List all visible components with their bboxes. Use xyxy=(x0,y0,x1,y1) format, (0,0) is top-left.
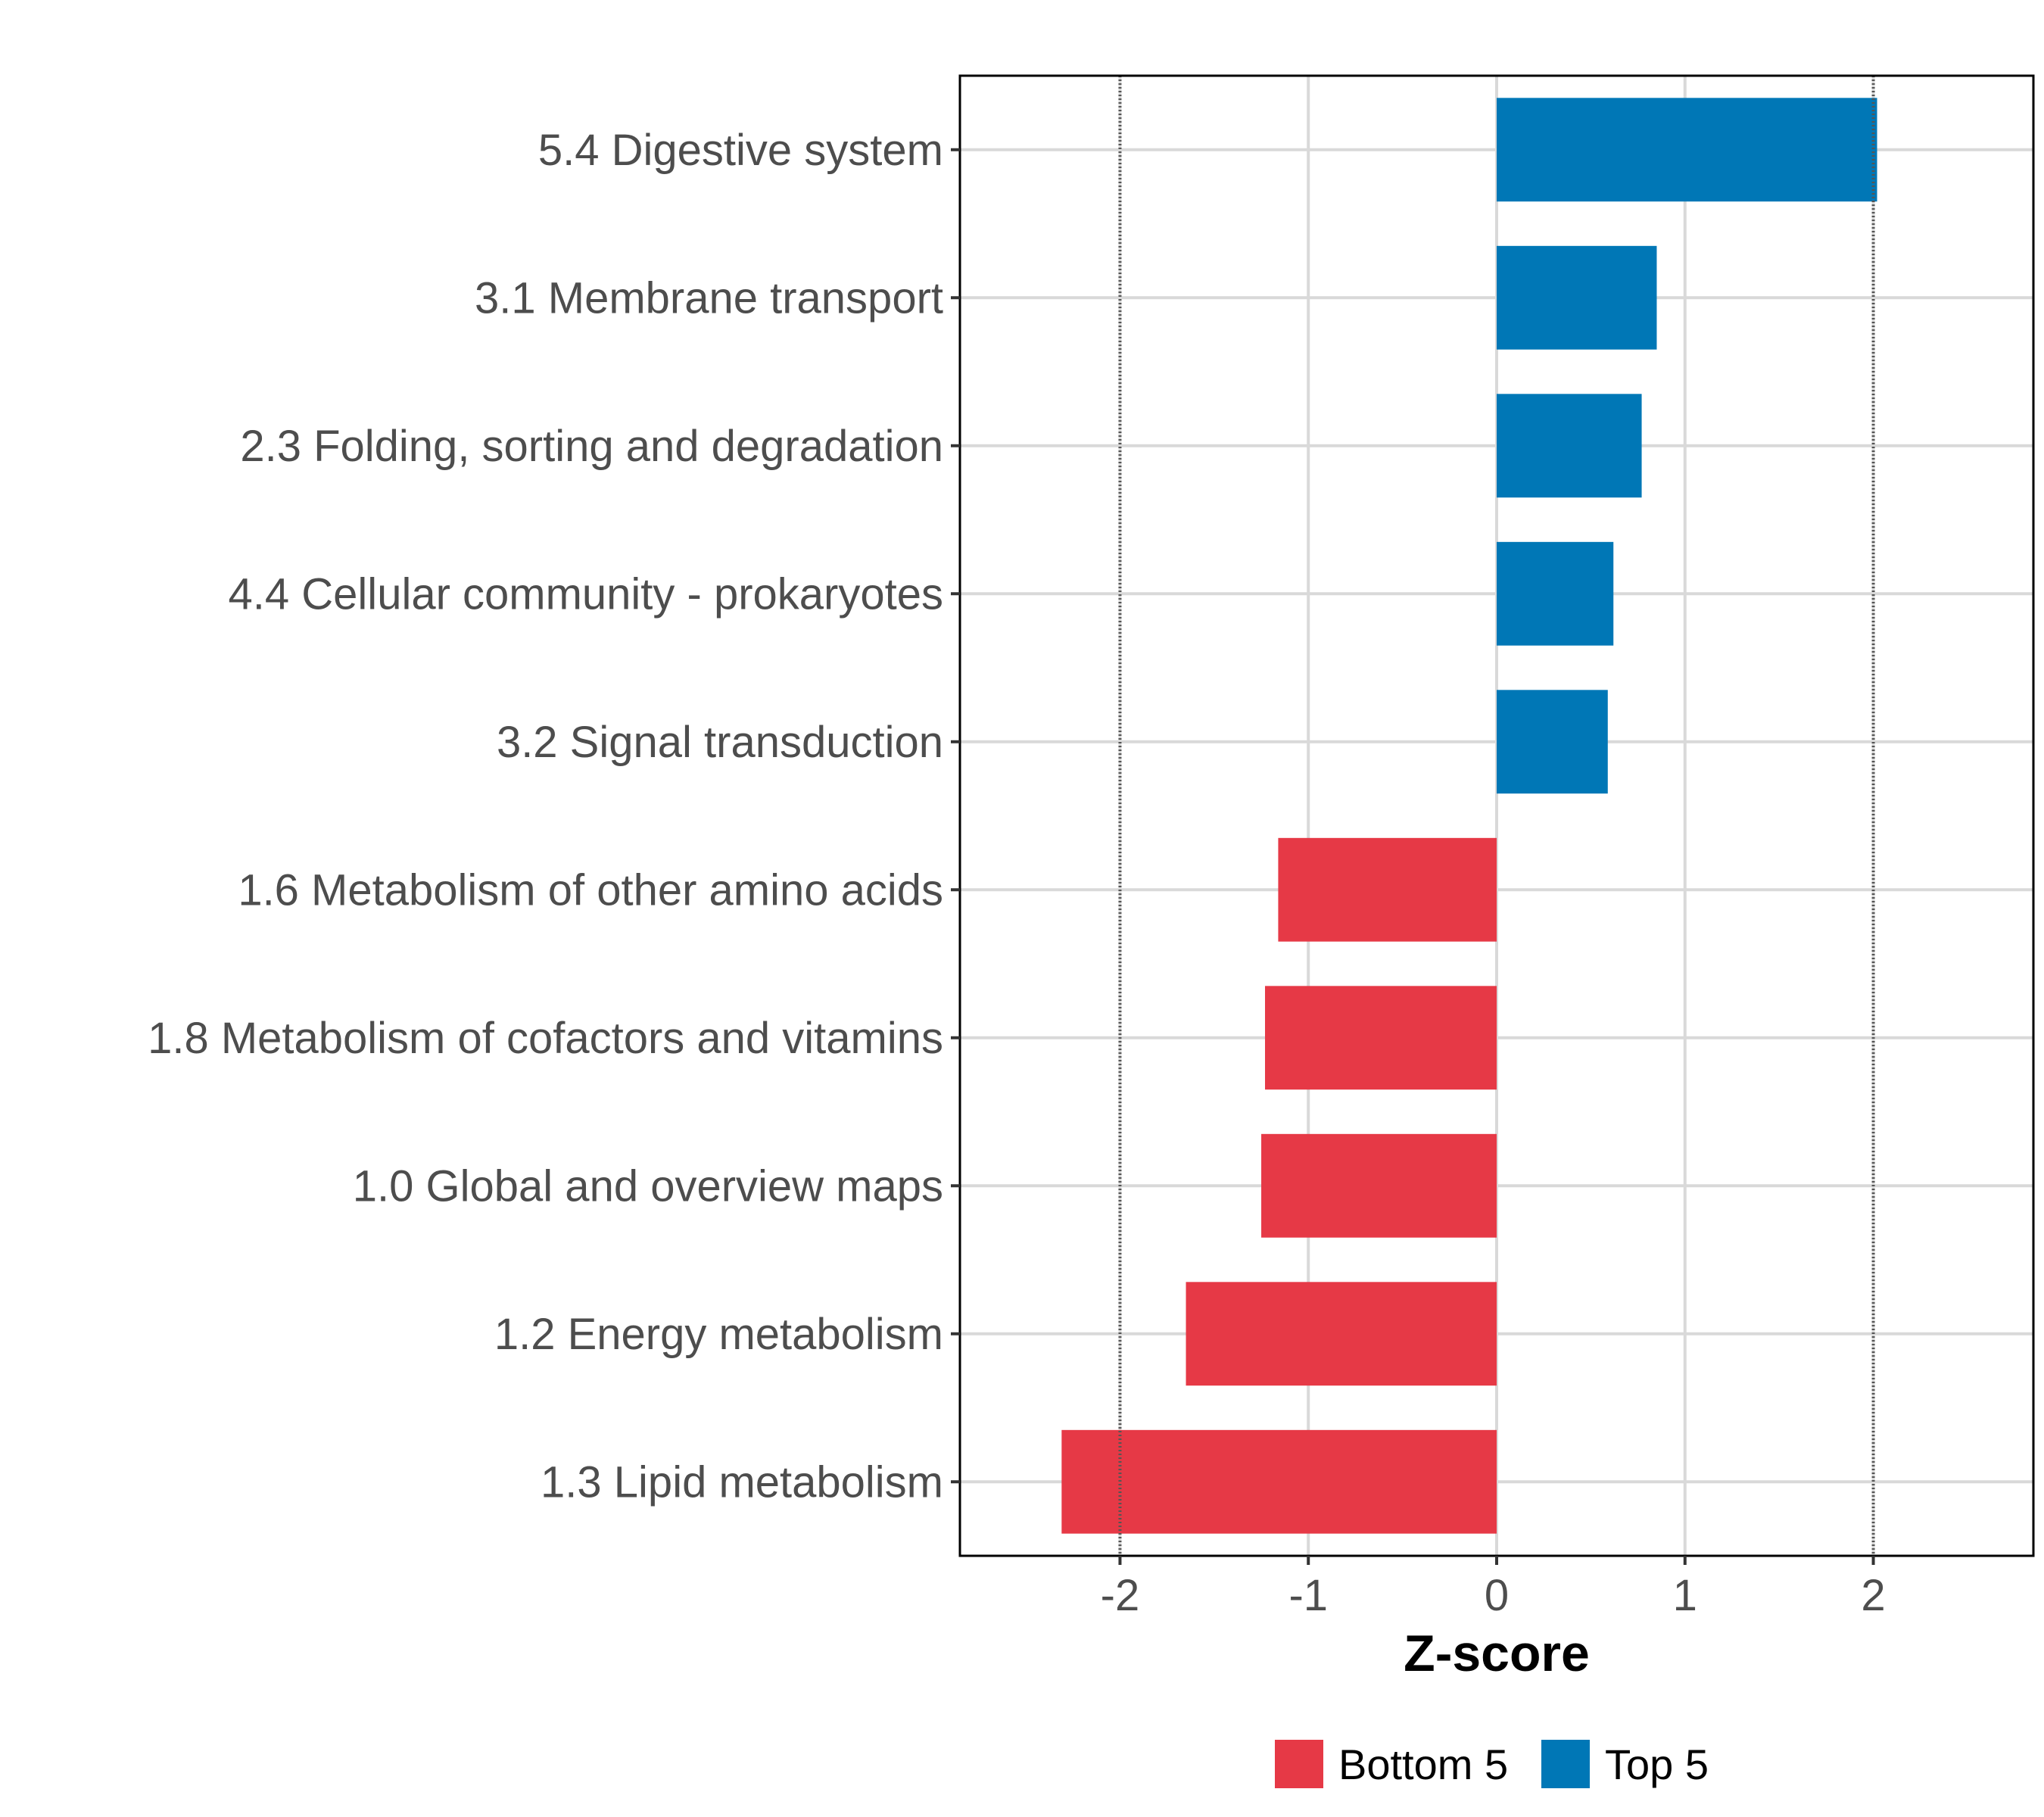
reference-line-layer xyxy=(1118,76,1875,1556)
category-label: 1.0 Global and overview maps xyxy=(353,1161,943,1211)
bar-layer xyxy=(1061,98,1877,1534)
category-label: 3.2 Signal transduction xyxy=(497,718,943,767)
bar xyxy=(1497,690,1608,794)
legend-swatch xyxy=(1275,1740,1323,1788)
bar xyxy=(1497,245,1657,350)
category-label: 4.4 Cellular community - prokaryotes xyxy=(229,569,943,619)
x-tick-label: 0 xyxy=(1485,1571,1509,1620)
bar xyxy=(1265,986,1497,1090)
bar xyxy=(1261,1133,1497,1238)
category-label: 1.2 Energy metabolism xyxy=(494,1310,943,1359)
x-tick-label: -2 xyxy=(1101,1571,1140,1620)
category-label: 1.8 Metabolism of cofactors and vitamins xyxy=(148,1014,943,1063)
y-axis: 5.4 Digestive system 3.1 Membrane transpo… xyxy=(148,126,960,1507)
bar xyxy=(1497,394,1642,498)
legend: Bottom 5 Top 5 xyxy=(1275,1740,1709,1788)
x-axis: -2 -1 0 1 2 xyxy=(1101,1556,1886,1620)
category-label: 1.6 Metabolism of other amino acids xyxy=(238,865,943,915)
legend-swatch xyxy=(1541,1740,1590,1788)
legend-label: Bottom 5 xyxy=(1338,1741,1508,1788)
category-label: 5.4 Digestive system xyxy=(538,126,943,175)
x-tick-label: 2 xyxy=(1861,1571,1885,1620)
bar xyxy=(1186,1282,1497,1386)
bar xyxy=(1497,98,1877,202)
x-tick-label: -1 xyxy=(1288,1571,1328,1620)
legend-label: Top 5 xyxy=(1605,1741,1709,1788)
bar xyxy=(1278,837,1497,942)
category-label: 3.1 Membrane transport xyxy=(475,273,943,323)
bar xyxy=(1497,541,1614,646)
x-axis-title: Z-score xyxy=(1404,1625,1590,1682)
category-label: 1.3 Lipid metabolism xyxy=(541,1457,943,1507)
x-tick-label: 1 xyxy=(1673,1571,1697,1620)
category-label: 2.3 Folding, sorting and degradation xyxy=(240,422,943,471)
bar xyxy=(1061,1429,1497,1534)
